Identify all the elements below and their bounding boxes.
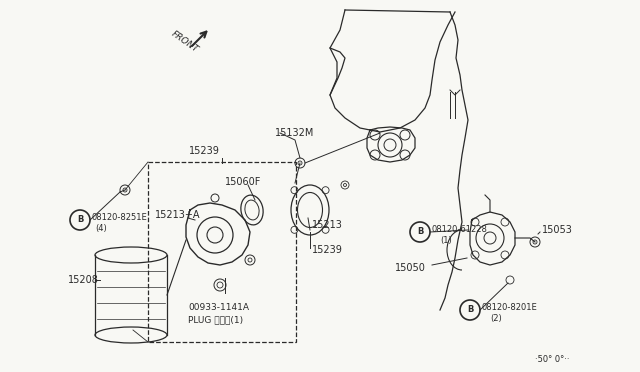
- Text: (4): (4): [95, 224, 107, 232]
- Text: 00933-1141A: 00933-1141A: [188, 304, 249, 312]
- Text: 15239: 15239: [312, 245, 343, 255]
- Text: ·50° 0°··: ·50° 0°··: [535, 356, 570, 365]
- Text: (2): (2): [490, 314, 502, 323]
- Text: 15132M: 15132M: [275, 128, 314, 138]
- Text: 15213+A: 15213+A: [155, 210, 200, 220]
- Text: 15050: 15050: [395, 263, 426, 273]
- Text: 15053: 15053: [542, 225, 573, 235]
- Bar: [148, 162, 296, 342]
- Text: 08120-8201E: 08120-8201E: [482, 304, 538, 312]
- Text: (1): (1): [440, 235, 452, 244]
- Text: 15208: 15208: [68, 275, 99, 285]
- Text: FRONT: FRONT: [170, 29, 200, 54]
- Text: B: B: [417, 228, 423, 237]
- Text: B: B: [467, 305, 473, 314]
- Text: B: B: [77, 215, 83, 224]
- Text: 15060F: 15060F: [225, 177, 261, 187]
- Text: 15213: 15213: [312, 220, 343, 230]
- Text: PLUG プラグ(1): PLUG プラグ(1): [188, 315, 243, 324]
- Text: 08120-61228: 08120-61228: [432, 225, 488, 234]
- Text: 08120-8251E: 08120-8251E: [92, 214, 148, 222]
- Text: 15239: 15239: [189, 146, 220, 156]
